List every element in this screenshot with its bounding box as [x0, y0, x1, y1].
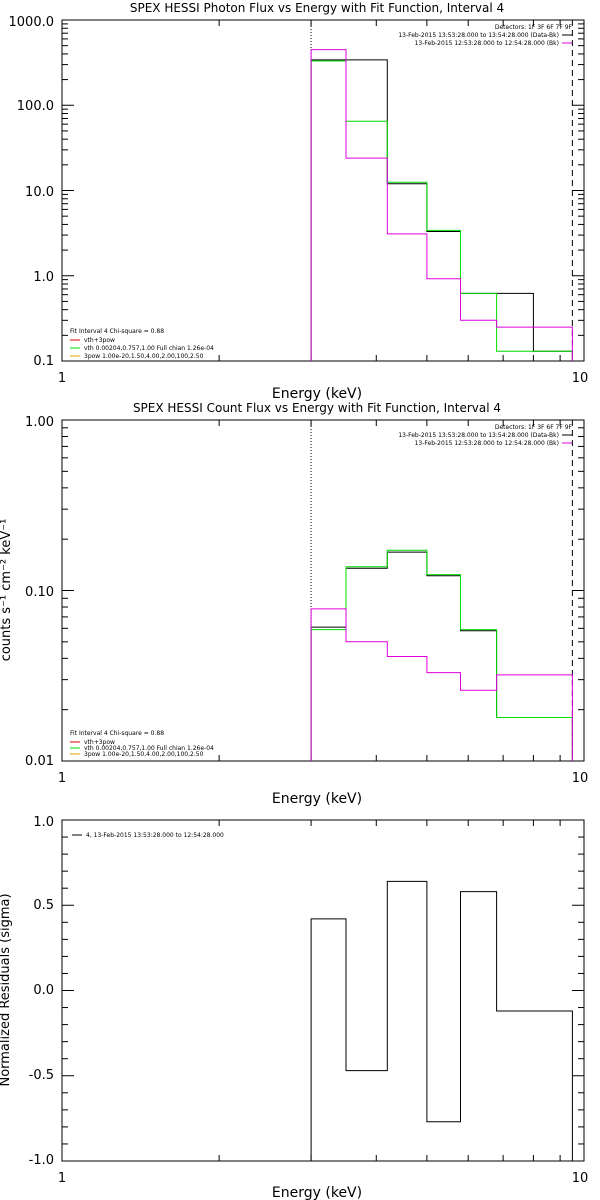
residuals-ytick-3: 0.5 — [33, 898, 54, 913]
residuals-xlabel: Energy (keV) — [272, 1185, 362, 1200]
photon-flux-legend-right-header: Detectors: 1F 3F 6F 7F 9F — [495, 24, 573, 31]
count-flux-series-1-step-line — [310, 549, 573, 761]
count-flux-series-2-step-line — [310, 608, 573, 761]
count-flux-legend-right-entry-0: 13-Feb-2015 13:53:28.000 to 13:54:28.000… — [398, 432, 559, 439]
residuals-series-0-step-line — [310, 880, 573, 1161]
residuals-panel: -1.0 -0.5 0.0 0.5 1.0 1 10 Energy (keV) … — [0, 815, 588, 1200]
photon-flux-legend-left-header: Fit Interval 4 Chi-square = 0.88 — [70, 328, 164, 335]
photon-flux-ytick-1: 1.0 — [33, 270, 54, 285]
count-flux-xtick-0: 1 — [58, 771, 66, 786]
photon-flux-legend-left-entry-2: 3pow 1.00e-20,1.50,4.00,2.00,100,2.50 — [84, 353, 204, 360]
photon-flux-legend-right-entry-1: 13-Feb-2015 12:53:28.000 to 12:54:28.000… — [415, 40, 559, 47]
residuals-ytick-1: -0.5 — [29, 1068, 54, 1083]
photon-flux-xtick-1: 10 — [572, 371, 589, 386]
count-flux-ytick-2: 1.00 — [25, 415, 54, 430]
residuals-legend-entry-0: 4, 13-Feb-2015 13:53:28.000 to 12:54:28.… — [86, 832, 224, 839]
photon-flux-xlabel: Energy (keV) — [272, 386, 362, 402]
count-flux-legend-left-entry-2: 3pow 1.00e-20,1.50,4.00,2.00,100,2.50 — [84, 751, 204, 758]
count-flux-ytick-1: 0.10 — [25, 585, 54, 600]
photon-flux-marks — [62, 19, 584, 362]
residuals-plot-frame — [61, 819, 585, 1162]
photon-flux-plot-frame — [61, 19, 585, 362]
count-flux-xlabel: Energy (keV) — [272, 791, 362, 807]
photon-flux-series-2-step-line — [310, 49, 573, 361]
count-flux-series-0-step-line — [310, 551, 573, 761]
photon-flux-ytick-0: 0.1 — [33, 354, 54, 369]
residuals-ylabel: Normalized Residuals (sigma) — [0, 893, 13, 1086]
count-flux-panel: SPEX HESSI Count Flux vs Energy with Fit… — [0, 401, 588, 807]
residuals-ytick-4: 1.0 — [33, 815, 54, 830]
count-flux-legend-right-entry-1: 13-Feb-2015 12:53:28.000 to 12:54:28.000… — [415, 440, 559, 447]
photon-flux-series-0-step-line — [310, 59, 573, 361]
photon-flux-legend-right-entry-0: 13-Feb-2015 13:53:28.000 to 13:54:28.000… — [398, 32, 559, 39]
photon-flux-panel: SPEX HESSI Photon Flux vs Energy with Fi… — [9, 1, 589, 402]
count-flux-legend-left-entry-0: vth+3pow — [84, 739, 115, 746]
count-flux-ytick-0: 0.01 — [25, 754, 54, 769]
count-flux-legend-left-entry-1: vth 0.00204,0.757,1.00 Full chian 1.26e-… — [84, 745, 214, 752]
photon-flux-ytick-2: 10.0 — [25, 185, 54, 200]
photon-flux-legend-left-entry-1: vth 0.00204,0.757,1.00 Full chian 1.26e-… — [84, 345, 214, 352]
residuals-xtick-1: 10 — [572, 1171, 589, 1186]
residuals-ytick-0: -1.0 — [29, 1153, 54, 1168]
residuals-xtick-0: 1 — [58, 1171, 66, 1186]
count-flux-ylabel: counts s⁻¹ cm⁻² keV⁻¹ — [0, 519, 14, 662]
photon-flux-title: SPEX HESSI Photon Flux vs Energy with Fi… — [130, 1, 504, 15]
photon-flux-ytick-3: 100.0 — [17, 99, 54, 114]
count-flux-legend-left-header: Fit Interval 4 Chi-square = 0.88 — [70, 730, 164, 737]
count-flux-legend-right-header: Detectors: 1F 3F 6F 7F 9F — [495, 424, 573, 431]
photon-flux-xtick-0: 1 — [58, 371, 66, 386]
residuals-ytick-2: 0.0 — [33, 983, 54, 998]
photon-flux-ytick-4: 1000.0 — [9, 15, 55, 30]
residuals-marks — [62, 819, 584, 1162]
photon-flux-legend-left-entry-0: vth+3pow — [84, 337, 115, 344]
count-flux-title: SPEX HESSI Count Flux vs Energy with Fit… — [133, 401, 501, 415]
count-flux-xtick-1: 10 — [572, 771, 589, 786]
count-flux-marks — [62, 419, 584, 762]
count-flux-plot-frame — [61, 419, 585, 762]
